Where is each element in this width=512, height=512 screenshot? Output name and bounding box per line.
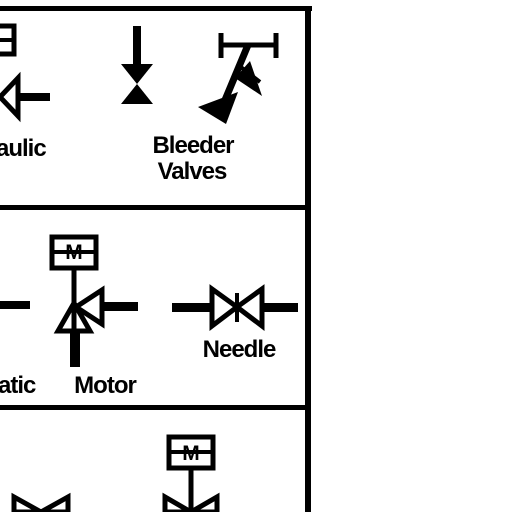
row3-valve-partial-icon xyxy=(11,492,71,512)
hydraulic-valve-icon xyxy=(0,23,50,123)
needle-label: Needle xyxy=(203,336,276,363)
pneumatic-label: atic xyxy=(0,372,36,399)
motor-box-letter: M xyxy=(65,241,83,264)
motor-valve-icon: M xyxy=(49,234,138,367)
frame-top-border xyxy=(0,6,312,11)
bleeder-label-line2: Valves xyxy=(158,158,227,185)
hydraulic-label: aulic xyxy=(0,135,46,162)
row3-motor-box-letter: M xyxy=(182,442,200,465)
motor-label: Motor xyxy=(74,372,136,399)
needle-valve-icon xyxy=(172,284,298,332)
row-divider-1 xyxy=(0,205,311,210)
chart-frame xyxy=(0,6,312,512)
row-divider-2 xyxy=(0,405,311,410)
bleeder-label-line1: Bleeder xyxy=(152,132,234,159)
frame-right-border xyxy=(305,6,311,512)
row3-motor-valve-icon: M xyxy=(162,434,220,512)
bleeder-valve-angled-icon xyxy=(198,33,279,124)
pneumatic-valve-icon xyxy=(0,301,30,309)
bleeder-valve-vertical-icon xyxy=(121,26,153,104)
